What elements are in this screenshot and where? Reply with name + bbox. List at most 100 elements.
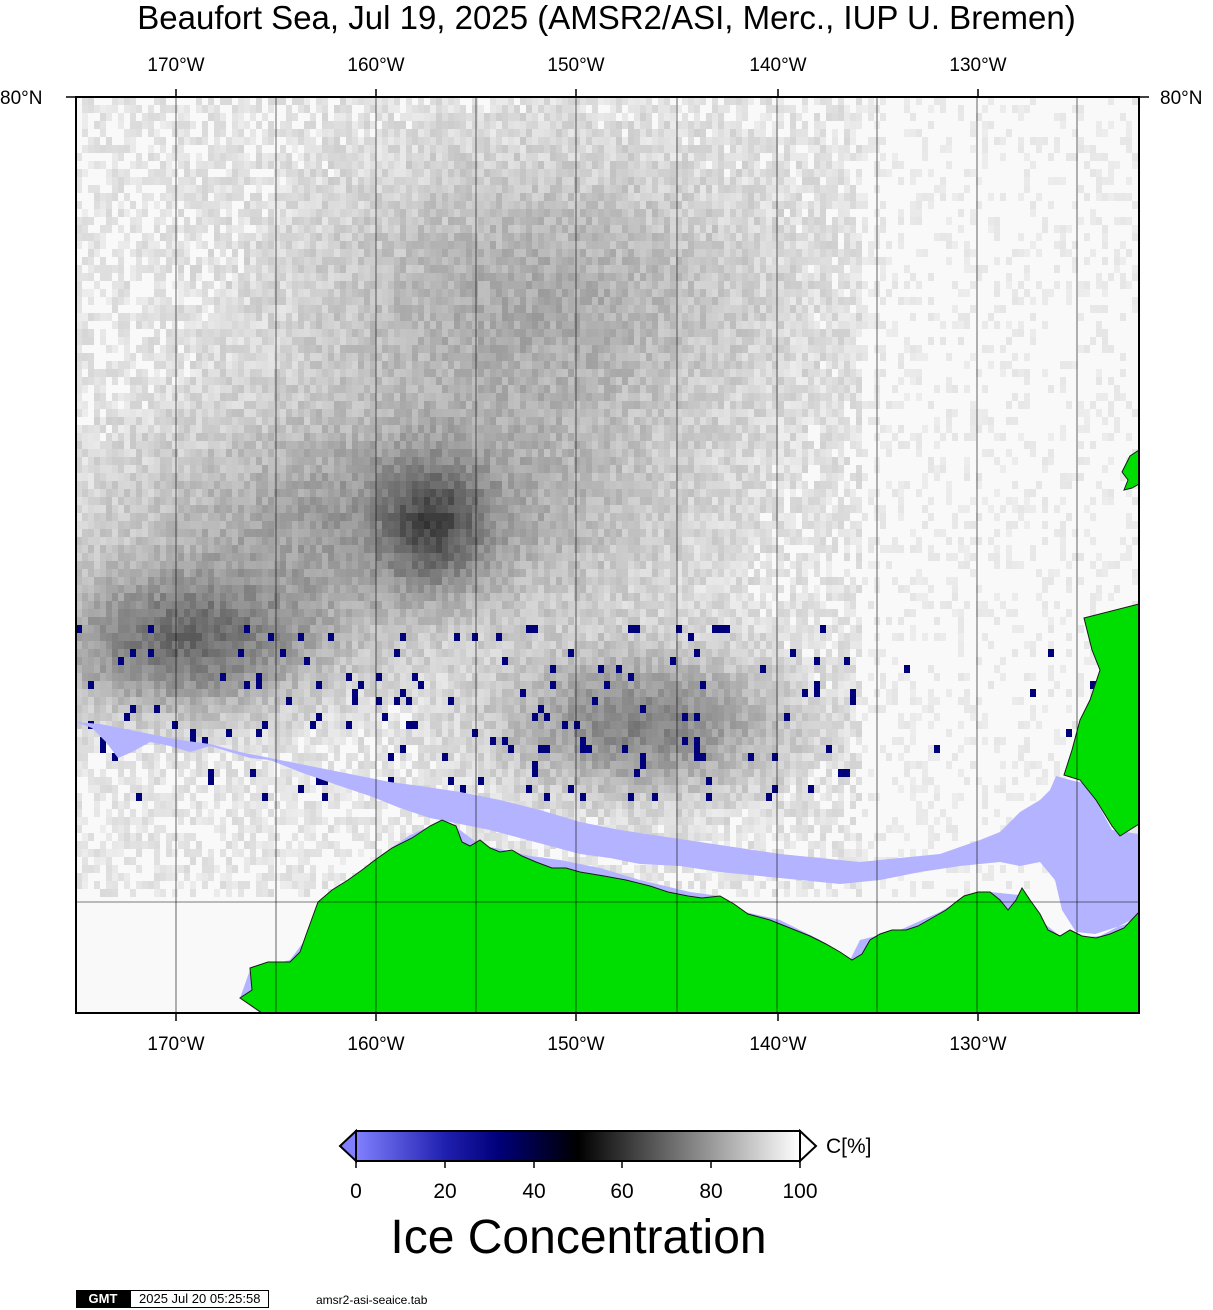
ice-cell [778, 313, 784, 321]
ice-cell [562, 297, 568, 305]
ice-cell [244, 289, 250, 297]
ice-cell [244, 265, 250, 273]
ice-cell [310, 345, 316, 353]
ice-cell [706, 153, 712, 161]
ice-cell [652, 305, 658, 313]
ice-cell [844, 361, 850, 369]
ice-cell [352, 161, 358, 169]
ice-cell [466, 401, 472, 409]
ice-cell [784, 345, 790, 353]
ice-cell [832, 145, 838, 153]
ice-cell [814, 217, 820, 225]
ice-cell [676, 105, 682, 113]
ice-cell [124, 137, 130, 145]
ice-cell [256, 377, 262, 385]
ice-cell [508, 193, 514, 201]
ice-cell [520, 249, 526, 257]
ice-cell [508, 145, 514, 153]
ice-cell [280, 273, 286, 281]
ice-cell [640, 385, 646, 393]
ice-cell [784, 185, 790, 193]
ice-cell [388, 113, 394, 121]
ice-cell [166, 249, 172, 257]
ice-cell [1012, 353, 1018, 361]
ice-cell [640, 257, 646, 265]
ice-cell [682, 345, 688, 353]
ice-cell [460, 385, 466, 393]
ice-cell [382, 401, 388, 409]
ice-cell [628, 161, 634, 169]
ice-cell [490, 265, 496, 273]
ice-cell [328, 153, 334, 161]
ice-cell [316, 249, 322, 257]
ice-cell [364, 321, 370, 329]
ice-cell [154, 305, 160, 313]
lon-label-top-130w: 130°W [949, 55, 1007, 76]
ice-cell [610, 161, 616, 169]
ice-cell [196, 273, 202, 281]
ice-cell [310, 273, 316, 281]
ice-cell [238, 129, 244, 137]
ice-cell [850, 217, 856, 225]
ice-cell [814, 121, 820, 129]
ice-cell [388, 385, 394, 393]
ice-cell [742, 209, 748, 217]
ice-cell [586, 153, 592, 161]
ice-cell [526, 305, 532, 313]
ice-cell [358, 113, 364, 121]
ice-cell [910, 217, 916, 225]
ice-cell [256, 105, 262, 113]
ice-cell [772, 273, 778, 281]
ice-cell [490, 281, 496, 289]
ice-cell [604, 289, 610, 297]
ice-cell [754, 185, 760, 193]
ice-cell [232, 113, 238, 121]
ice-cell [682, 233, 688, 241]
ice-cell [310, 241, 316, 249]
ice-cell [202, 321, 208, 329]
ice-cell [82, 329, 88, 337]
ice-cell [292, 169, 298, 177]
ice-cell [712, 193, 718, 201]
ice-cell [1006, 129, 1012, 137]
ice-cell [106, 361, 112, 369]
ice-cell [154, 313, 160, 321]
ice-cell [1018, 297, 1024, 305]
ice-cell [910, 353, 916, 361]
ice-cell [652, 153, 658, 161]
ice-cell [844, 249, 850, 257]
ice-cell [754, 121, 760, 129]
ice-cell [724, 193, 730, 201]
ice-cell [616, 193, 622, 201]
ice-cell [154, 225, 160, 233]
ice-cell [412, 121, 418, 129]
ice-cell [364, 225, 370, 233]
ice-cell [562, 393, 568, 401]
ice-cell [808, 209, 814, 217]
ice-cell [1114, 217, 1120, 225]
ice-cell [544, 377, 550, 385]
ice-cell [610, 153, 616, 161]
ice-cell [820, 185, 826, 193]
ice-cell [526, 313, 532, 321]
ice-cell [652, 217, 658, 225]
ice-cell [472, 241, 478, 249]
ice-cell [376, 305, 382, 313]
ice-cell [316, 201, 322, 209]
ice-cell [622, 161, 628, 169]
ice-cell [130, 113, 136, 121]
ice-cell [538, 313, 544, 321]
ice-cell [1096, 369, 1102, 377]
ice-cell [742, 305, 748, 313]
ice-cell [628, 217, 634, 225]
ice-cell [712, 249, 718, 257]
ice-cell [934, 313, 940, 321]
ice-cell [598, 321, 604, 329]
ice-cell [1102, 241, 1108, 249]
ice-cell [718, 217, 724, 225]
ice-cell [970, 169, 976, 177]
ice-cell [694, 185, 700, 193]
ice-cell [796, 281, 802, 289]
ice-cell [580, 337, 586, 345]
ice-cell [706, 329, 712, 337]
